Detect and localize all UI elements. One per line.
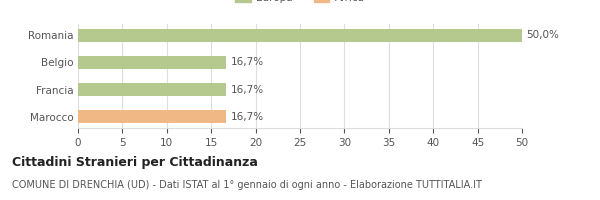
- Bar: [78, 110, 226, 123]
- Bar: [78, 29, 522, 42]
- Text: 16,7%: 16,7%: [231, 57, 264, 67]
- Bar: [78, 83, 226, 96]
- Text: 16,7%: 16,7%: [231, 112, 264, 122]
- Text: COMUNE DI DRENCHIA (UD) - Dati ISTAT al 1° gennaio di ogni anno - Elaborazione T: COMUNE DI DRENCHIA (UD) - Dati ISTAT al …: [12, 180, 482, 190]
- Bar: [78, 56, 226, 69]
- Text: Cittadini Stranieri per Cittadinanza: Cittadini Stranieri per Cittadinanza: [12, 156, 258, 169]
- Legend: Europa, Africa: Europa, Africa: [232, 0, 368, 6]
- Text: 16,7%: 16,7%: [231, 85, 264, 95]
- Text: 50,0%: 50,0%: [526, 30, 559, 40]
